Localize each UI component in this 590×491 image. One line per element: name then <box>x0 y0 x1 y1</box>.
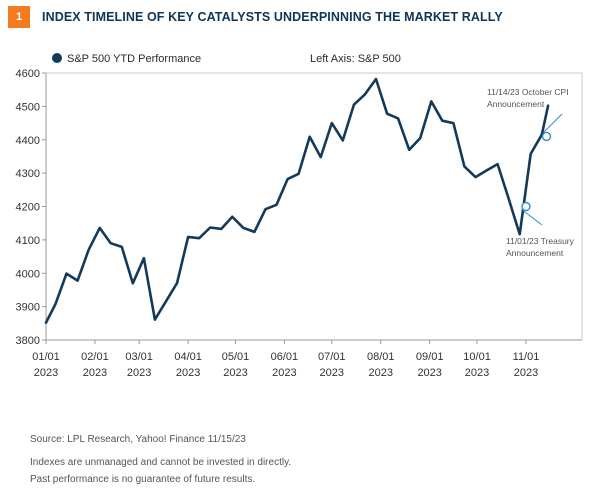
x-tick-year-label: 2023 <box>83 367 107 379</box>
line-chart: 3800 3900 4000 4100 4200 4300 4400 4500 4600 01/0… <box>16 68 583 379</box>
cpi-annotation-line1: 11/14/23 October CPI <box>487 87 569 97</box>
cpi-arrow-line <box>543 113 563 133</box>
x-tick-year-label: 2023 <box>127 367 151 379</box>
x-tick-label: 09/01 <box>416 351 444 363</box>
x-tick-label: 08/01 <box>367 351 395 363</box>
x-tick-label: 06/01 <box>271 351 299 363</box>
x-tick-year-label: 2023 <box>514 367 538 379</box>
x-tick-label: 07/01 <box>318 351 346 363</box>
x-tick-year-label: 2023 <box>176 367 200 379</box>
x-tick-label: 04/01 <box>174 351 202 363</box>
chart-title: INDEX TIMELINE OF KEY CATALYSTS UNDERPIN… <box>42 10 503 24</box>
disclaimer-performance: Past performance is no guarantee of futu… <box>30 474 256 485</box>
treasury-arrow-line <box>522 210 543 226</box>
sp500-series-line <box>44 77 550 324</box>
x-tick-year-label: 2023 <box>417 367 441 379</box>
x-tick-year-label: 2023 <box>223 367 247 379</box>
source-note: Source: LPL Research, Yahoo! Finance 11/… <box>30 434 246 445</box>
x-tick-label: 01/01 <box>32 351 60 363</box>
x-tick-year-label: 2023 <box>465 367 489 379</box>
treasury-annotation-line2: Announcement <box>506 248 564 258</box>
header: 1 INDEX TIMELINE OF KEY CATALYSTS UNDERP… <box>0 0 590 34</box>
disclaimer-invested: Indexes are unmanaged and cannot be inve… <box>30 457 292 468</box>
y-tick-label: 4000 <box>16 268 40 280</box>
y-tick-label: 4200 <box>16 202 40 214</box>
y-tick-label: 4600 <box>16 68 40 80</box>
x-tick-year-label: 2023 <box>368 367 392 379</box>
x-tick-year-label: 2023 <box>34 367 58 379</box>
y-tick-label: 4400 <box>16 135 40 147</box>
x-tick-year-label: 2023 <box>272 367 296 379</box>
x-tick-label: 05/01 <box>222 351 250 363</box>
y-tick-label: 3900 <box>16 302 40 314</box>
cpi-annotation-line2: Announcement <box>487 99 545 109</box>
legend: S&P 500 YTD Performance <box>52 53 201 65</box>
y-tick-label: 4300 <box>16 168 40 180</box>
x-tick-label: 10/01 <box>463 351 491 363</box>
axis-note: Left Axis: S&P 500 <box>310 53 401 65</box>
cpi-marker <box>541 131 552 142</box>
legend-label: S&P 500 YTD Performance <box>67 53 202 65</box>
figure-number-badge: 1 <box>8 6 30 28</box>
x-tick-label: 03/01 <box>125 351 153 363</box>
treasury-annotation-line1: 11/01/23 Treasury <box>506 236 575 246</box>
legend-dot-icon <box>52 53 62 63</box>
y-tick-label: 4100 <box>16 235 40 247</box>
x-tick-label: 11/01 <box>513 351 540 363</box>
y-tick-label: 3800 <box>16 335 40 347</box>
treasury-marker <box>521 201 531 212</box>
x-tick-label: 02/01 <box>81 351 109 363</box>
y-tick-label: 4500 <box>16 101 40 113</box>
x-tick-year-label: 2023 <box>320 367 344 379</box>
